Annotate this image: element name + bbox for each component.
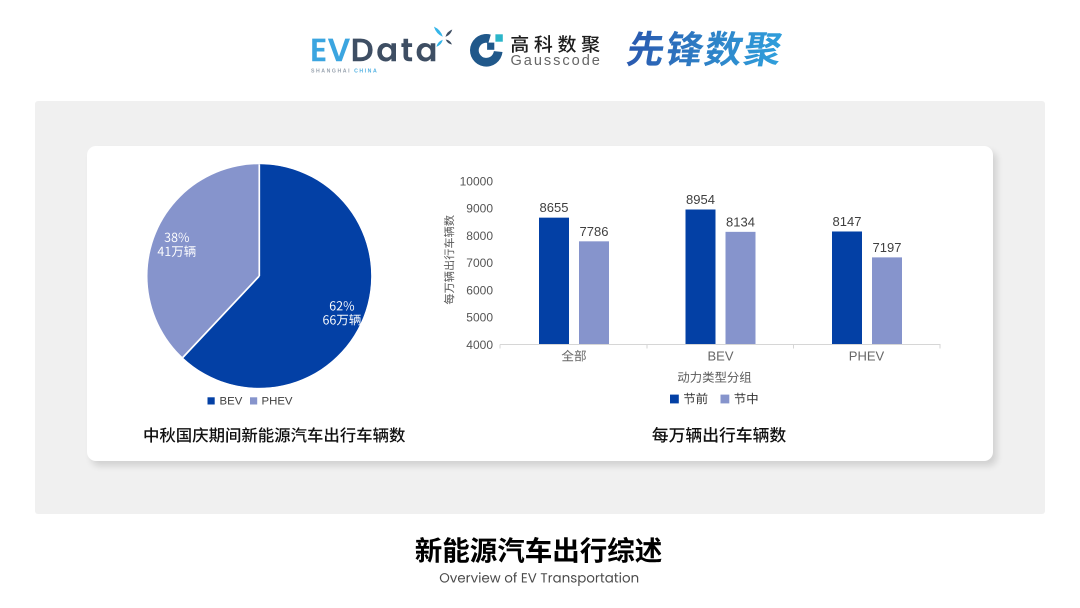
svg-text:PHEV: PHEV: [262, 396, 293, 408]
svg-text:8655: 8655: [540, 200, 569, 215]
svg-text:4000: 4000: [466, 338, 493, 352]
svg-text:8000: 8000: [466, 229, 493, 243]
svg-text:6000: 6000: [466, 283, 493, 297]
svg-text:7786: 7786: [580, 224, 609, 239]
svg-text:BEV: BEV: [220, 396, 243, 408]
svg-text:Gausscode: Gausscode: [511, 53, 602, 69]
svg-text:8134: 8134: [726, 214, 755, 229]
svg-text:5000: 5000: [466, 311, 493, 325]
svg-text:PHEV: PHEV: [849, 349, 885, 364]
svg-text:8954: 8954: [686, 192, 715, 207]
svg-text:SHANGHAI CHINA: SHANGHAI CHINA: [311, 68, 378, 74]
svg-text:7197: 7197: [873, 240, 902, 255]
svg-text:10000: 10000: [460, 174, 494, 188]
svg-text:8147: 8147: [833, 214, 862, 229]
svg-text:7000: 7000: [466, 256, 493, 270]
svg-text:BEV: BEV: [707, 349, 733, 364]
svg-text:9000: 9000: [466, 202, 493, 216]
